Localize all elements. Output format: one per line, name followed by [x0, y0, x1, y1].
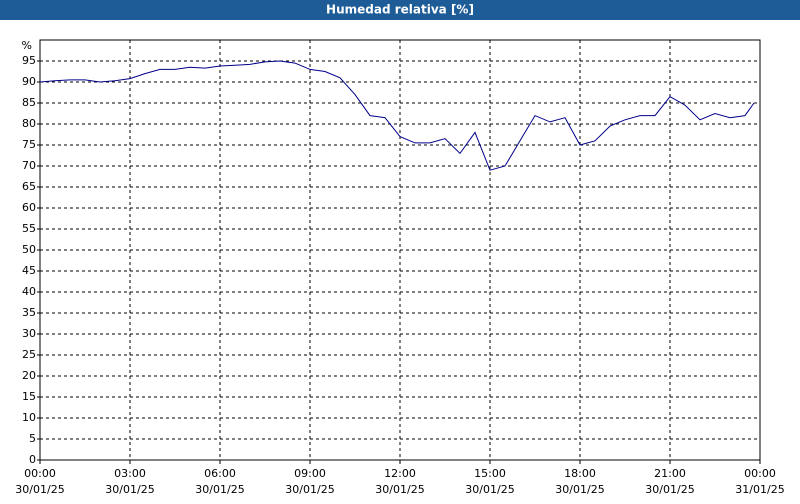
x-tick-label: 15:00	[474, 467, 506, 480]
y-tick-label: 70	[22, 159, 36, 172]
y-tick-label: 15	[22, 390, 36, 403]
y-tick-label: 40	[22, 285, 36, 298]
plot-border	[39, 39, 761, 461]
x-tick-date: 30/01/25	[465, 483, 514, 496]
x-tick-label: 06:00	[204, 467, 236, 480]
y-tick-label: 65	[22, 180, 36, 193]
x-tick-date: 30/01/25	[645, 483, 694, 496]
y-tick-label: 80	[22, 117, 36, 130]
chart-title: Humedad relativa [%]	[326, 3, 474, 17]
y-tick-label: 55	[22, 222, 36, 235]
x-tick-date: 30/01/25	[375, 483, 424, 496]
y-tick-label: 60	[22, 201, 36, 214]
x-tick-date: 30/01/25	[195, 483, 244, 496]
y-tick-label: 10	[22, 411, 36, 424]
x-tick-label: 03:00	[114, 467, 146, 480]
x-tick-date: 30/01/25	[285, 483, 334, 496]
x-tick-label: 12:00	[384, 467, 416, 480]
x-tick-label: 21:00	[654, 467, 686, 480]
y-tick-label: 50	[22, 243, 36, 256]
y-tick-label: 75	[22, 138, 36, 151]
y-tick-label: 35	[22, 306, 36, 319]
x-tick-label: 00:00	[744, 467, 776, 480]
x-tick-label: 09:00	[294, 467, 326, 480]
y-tick-label: 0	[29, 453, 36, 466]
y-tick-label: 85	[22, 96, 36, 109]
y-tick-label: 5	[29, 432, 36, 445]
x-tick-date: 30/01/25	[15, 483, 64, 496]
title-bar	[0, 0, 800, 20]
y-tick-label: 20	[22, 369, 36, 382]
y-tick-label: 30	[22, 327, 36, 340]
y-tick-label: 25	[22, 348, 36, 361]
data-line	[39, 60, 755, 171]
x-tick-date: 30/01/25	[105, 483, 154, 496]
y-tick-label: 95	[22, 54, 36, 67]
y-tick-label: 90	[22, 75, 36, 88]
x-tick-label: 00:00	[24, 467, 56, 480]
y-tick-label: 45	[22, 264, 36, 277]
y-axis-label: %	[22, 39, 32, 52]
x-tick-label: 18:00	[564, 467, 596, 480]
x-tick-date: 30/01/25	[555, 483, 604, 496]
x-tick-date: 31/01/25	[735, 483, 784, 496]
